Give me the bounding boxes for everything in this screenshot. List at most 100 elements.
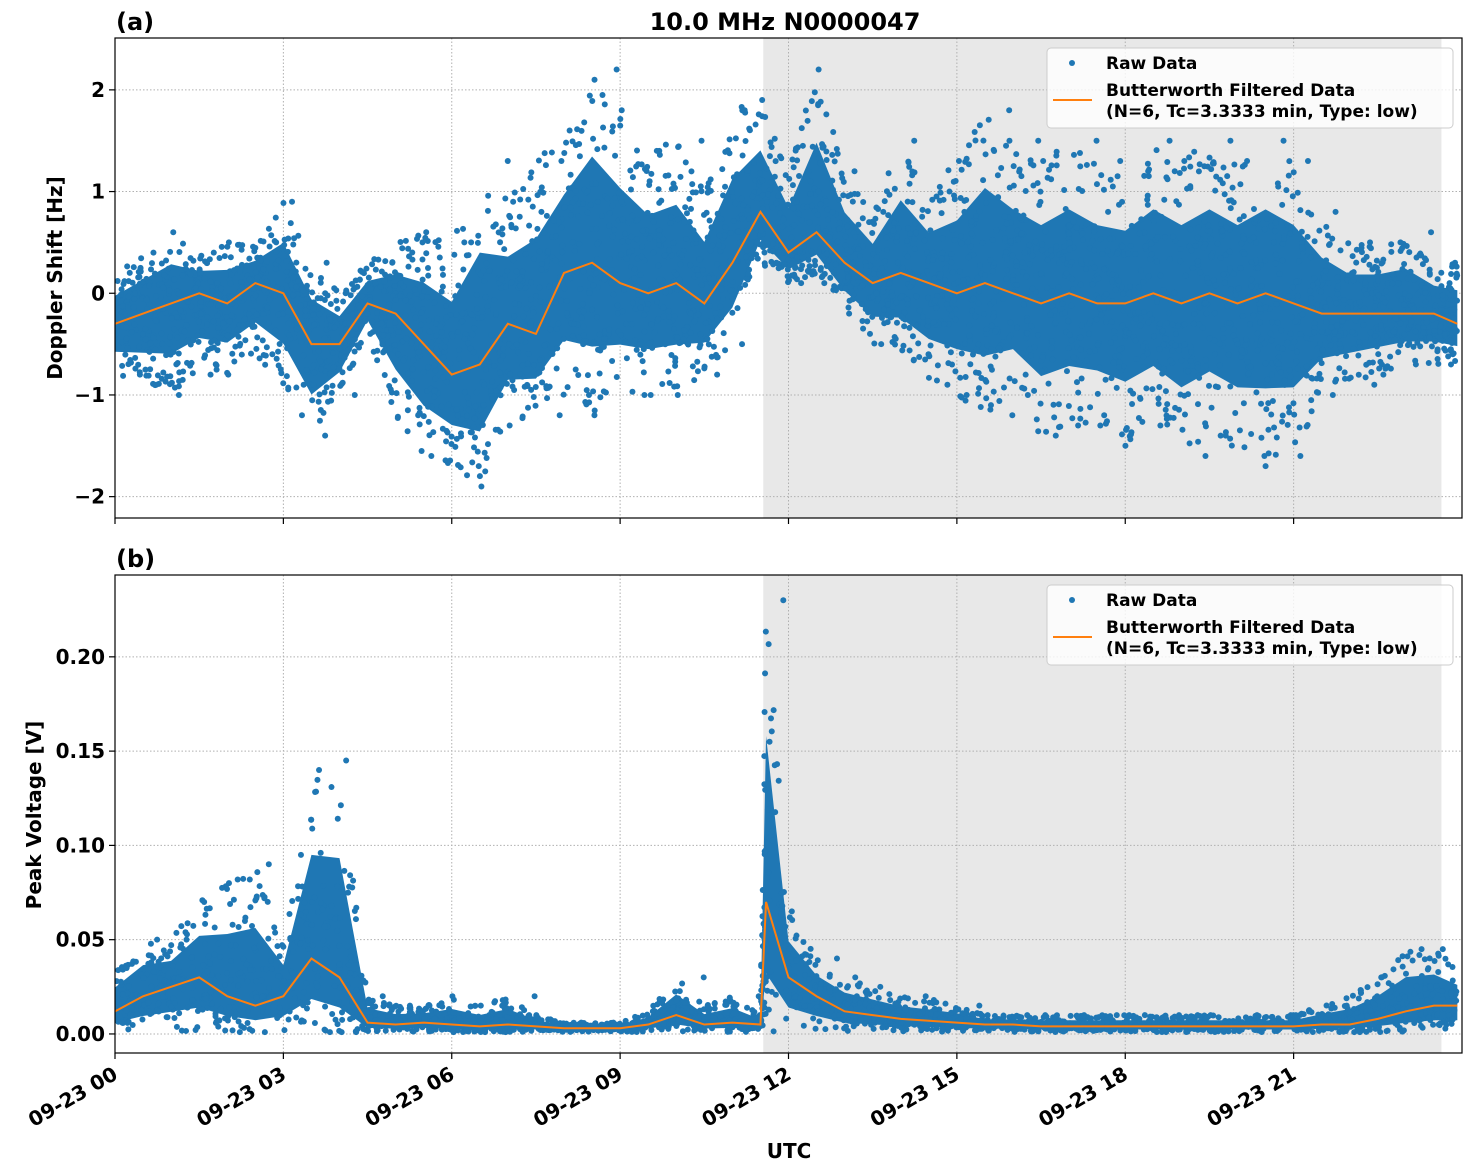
raw-data-point bbox=[758, 228, 764, 234]
raw-data-point bbox=[526, 351, 532, 357]
raw-data-point bbox=[1196, 375, 1202, 381]
raw-data-point bbox=[127, 270, 133, 276]
raw-data-point bbox=[693, 236, 699, 242]
raw-data-point bbox=[945, 167, 951, 173]
raw-data-point bbox=[113, 996, 119, 1002]
raw-data-point bbox=[1188, 358, 1194, 364]
raw-data-point bbox=[742, 282, 748, 288]
raw-data-point bbox=[1316, 228, 1322, 234]
raw-data-point bbox=[214, 313, 220, 319]
raw-data-point bbox=[215, 941, 221, 947]
raw-data-point bbox=[771, 707, 777, 713]
raw-data-point bbox=[200, 1007, 206, 1013]
raw-data-point bbox=[940, 1026, 946, 1032]
raw-data-point bbox=[314, 777, 320, 783]
raw-data-point bbox=[481, 402, 487, 408]
raw-data-point bbox=[473, 403, 479, 409]
raw-data-point bbox=[1360, 322, 1366, 328]
raw-data-point bbox=[541, 230, 547, 236]
raw-data-point bbox=[1130, 391, 1136, 397]
raw-data-point bbox=[353, 916, 359, 922]
raw-data-point bbox=[1452, 260, 1458, 266]
raw-data-point bbox=[1145, 168, 1151, 174]
raw-data-point bbox=[1357, 299, 1363, 305]
raw-data-point bbox=[1203, 363, 1209, 369]
raw-data-point bbox=[328, 398, 334, 404]
raw-data-point bbox=[1167, 138, 1173, 144]
raw-data-point bbox=[143, 336, 149, 342]
raw-data-point bbox=[641, 346, 647, 352]
raw-data-point bbox=[817, 986, 823, 992]
raw-data-point bbox=[786, 176, 792, 182]
raw-data-point bbox=[179, 272, 185, 278]
raw-data-point bbox=[352, 325, 358, 331]
raw-data-point bbox=[976, 301, 982, 307]
raw-data-point bbox=[1391, 329, 1397, 335]
raw-data-point bbox=[1039, 247, 1045, 253]
raw-data-point bbox=[1220, 271, 1226, 277]
raw-data-point bbox=[941, 321, 947, 327]
raw-data-point bbox=[1308, 254, 1314, 260]
raw-data-point bbox=[948, 259, 954, 265]
raw-data-point bbox=[570, 261, 576, 267]
raw-data-point bbox=[1275, 180, 1281, 186]
raw-data-point bbox=[1097, 422, 1103, 428]
raw-data-point bbox=[298, 852, 304, 858]
raw-data-point bbox=[1046, 381, 1052, 387]
raw-data-point bbox=[944, 382, 950, 388]
raw-data-point bbox=[975, 391, 981, 397]
raw-data-point bbox=[794, 254, 800, 260]
raw-data-point bbox=[1014, 282, 1020, 288]
raw-data-point bbox=[949, 251, 955, 257]
raw-data-point bbox=[627, 167, 633, 173]
raw-data-point bbox=[1108, 375, 1114, 381]
raw-data-point bbox=[876, 995, 882, 1001]
raw-data-point bbox=[365, 1000, 371, 1006]
raw-data-point bbox=[475, 233, 481, 239]
raw-data-point bbox=[1258, 401, 1264, 407]
raw-data-point bbox=[1420, 261, 1426, 267]
raw-data-point bbox=[1116, 364, 1122, 370]
raw-data-point bbox=[285, 277, 291, 283]
raw-data-point bbox=[530, 204, 536, 210]
raw-data-point bbox=[278, 366, 284, 372]
raw-data-point bbox=[577, 153, 583, 159]
raw-data-point bbox=[443, 428, 449, 434]
raw-data-point bbox=[1259, 283, 1265, 289]
raw-data-point bbox=[395, 351, 401, 357]
raw-data-point bbox=[717, 304, 723, 310]
raw-data-point bbox=[925, 295, 931, 301]
raw-data-point bbox=[234, 327, 240, 333]
raw-data-point bbox=[1078, 347, 1084, 353]
y-tick-label: 1 bbox=[91, 180, 105, 204]
raw-data-point bbox=[403, 238, 409, 244]
raw-data-point bbox=[395, 1025, 401, 1031]
raw-data-point bbox=[1211, 277, 1217, 283]
raw-data-point bbox=[236, 1006, 242, 1012]
raw-data-point bbox=[925, 318, 931, 324]
raw-data-point bbox=[996, 345, 1002, 351]
raw-data-point bbox=[781, 972, 787, 978]
raw-data-point bbox=[1217, 362, 1223, 368]
raw-data-point bbox=[778, 911, 784, 917]
raw-data-point bbox=[1089, 238, 1095, 244]
raw-data-point bbox=[605, 195, 611, 201]
raw-data-point bbox=[1064, 270, 1070, 276]
raw-data-point bbox=[337, 915, 343, 921]
raw-data-point bbox=[421, 413, 427, 419]
raw-data-point bbox=[1304, 363, 1310, 369]
raw-data-point bbox=[327, 357, 333, 363]
raw-data-point bbox=[344, 348, 350, 354]
raw-data-point bbox=[124, 965, 130, 971]
raw-data-point bbox=[809, 98, 815, 104]
raw-data-point bbox=[330, 350, 336, 356]
raw-data-point bbox=[1101, 412, 1107, 418]
raw-data-point bbox=[1452, 329, 1458, 335]
raw-data-point bbox=[1039, 368, 1045, 374]
raw-data-point bbox=[336, 943, 342, 949]
raw-data-point bbox=[1335, 274, 1341, 280]
raw-data-point bbox=[1207, 335, 1213, 341]
raw-data-point bbox=[1125, 308, 1131, 314]
raw-data-point bbox=[1019, 350, 1025, 356]
raw-data-point bbox=[816, 155, 822, 161]
